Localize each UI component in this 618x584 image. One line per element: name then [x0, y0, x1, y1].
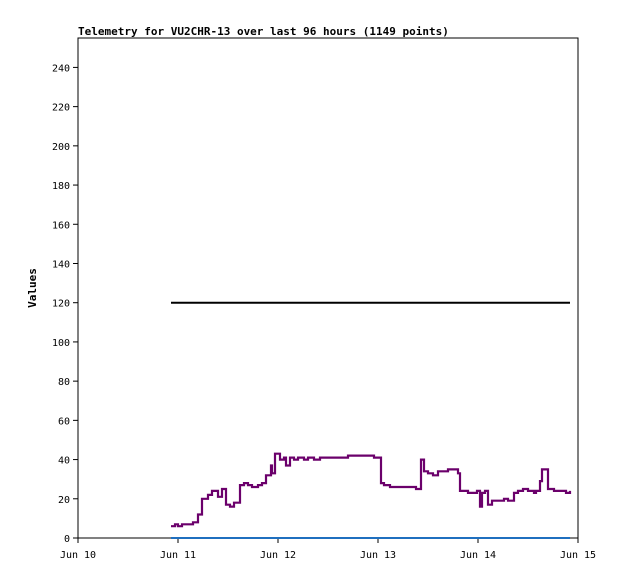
x-tick-label: Jun 12 [260, 550, 296, 561]
y-tick-label: 80 [58, 377, 70, 388]
y-tick-label: 220 [52, 103, 70, 114]
y-tick-label: 20 [58, 495, 70, 506]
y-tick-label: 200 [52, 142, 70, 153]
y-axis-label: Values [26, 268, 39, 308]
y-tick-label: 140 [52, 259, 70, 270]
x-tick-label: Jun 13 [360, 550, 396, 561]
y-tick-label: 180 [52, 181, 70, 192]
x-tick-label: Jun 11 [160, 550, 196, 561]
y-tick-label: 100 [52, 338, 70, 349]
y-tick-label: 40 [58, 456, 70, 467]
y-tick-label: 160 [52, 220, 70, 231]
chart-title: Telemetry for VU2CHR-13 over last 96 hou… [78, 25, 449, 38]
x-tick-label: Jun 15 [560, 550, 596, 561]
plot-area-frame [77, 37, 579, 539]
x-axis: Jun 10 Jun 11 Jun 12 Jun 13 Jun 14 Jun 15 [60, 538, 596, 561]
y-tick-label: 0 [64, 534, 70, 545]
series-line-2 [171, 452, 572, 528]
y-tick-label: 60 [58, 416, 70, 427]
y-tick-label: 240 [52, 63, 70, 74]
y-tick-label: 120 [52, 299, 70, 310]
series-layer [171, 301, 572, 539]
x-tick-label: Jun 10 [60, 550, 96, 561]
x-tick-label: Jun 14 [460, 550, 496, 561]
y-axis: 0 20 40 60 80 100 120 140 160 180 200 220 240 [52, 63, 78, 545]
